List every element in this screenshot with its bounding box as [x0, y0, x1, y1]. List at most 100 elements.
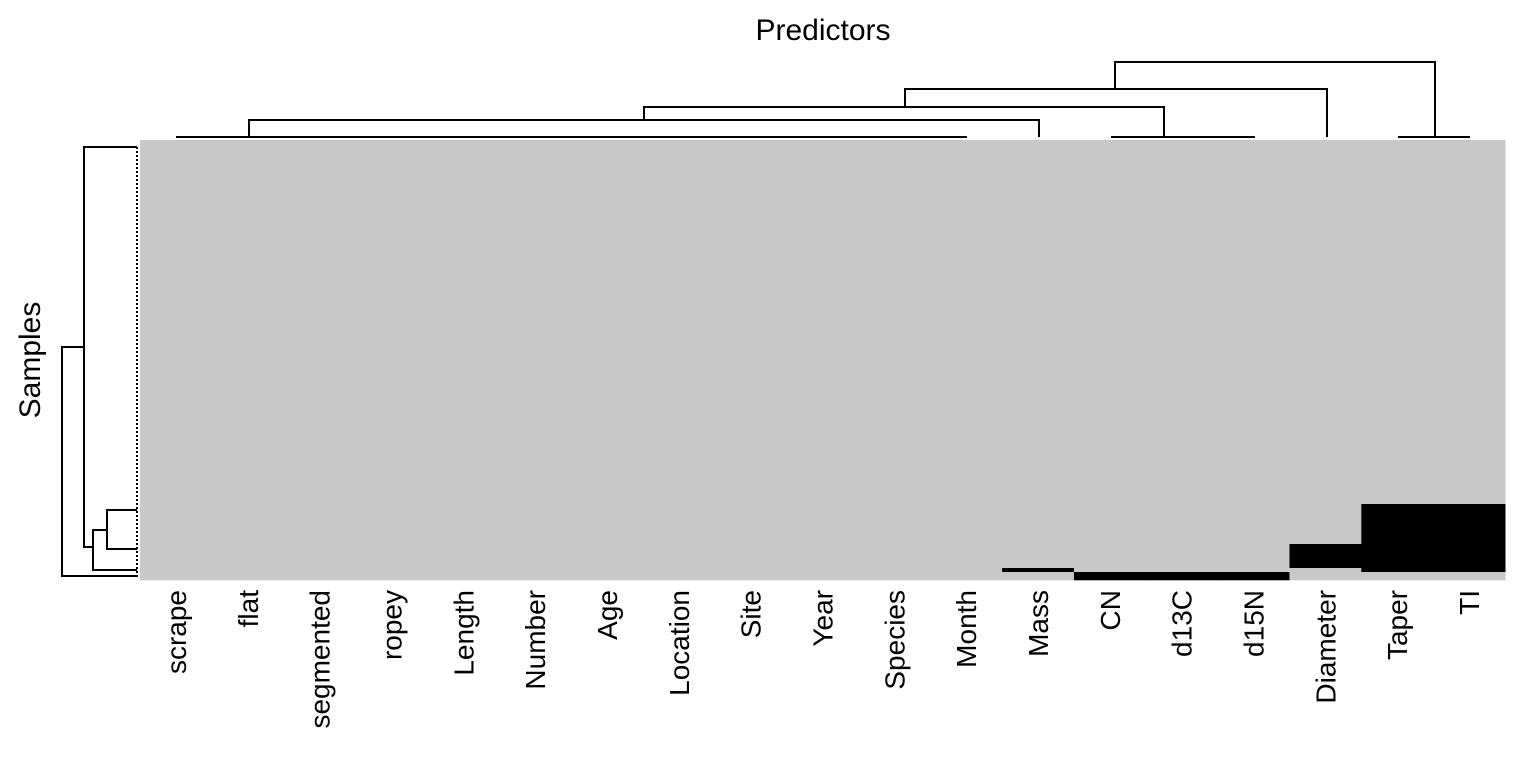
heatmap-cell — [1145, 504, 1219, 545]
heatmap-cell — [1217, 504, 1290, 545]
heatmap-cell — [1289, 140, 1362, 505]
row-dendrogram — [61, 146, 137, 577]
heatmap-cell — [1145, 568, 1219, 573]
heatmap-cell — [1002, 504, 1075, 545]
heatmap-cell — [930, 140, 1003, 505]
heatmap-cell — [211, 504, 285, 545]
heatmap-cell — [1361, 544, 1434, 569]
heatmap-cell — [1361, 504, 1434, 545]
x-tick-label: Number — [520, 590, 551, 690]
heatmap-cell — [571, 568, 644, 573]
x-tick-label: flat — [233, 590, 264, 628]
x-tick-label: TI — [1454, 590, 1485, 615]
heatmap-cell — [1145, 544, 1219, 569]
heatmap-cell — [499, 140, 572, 505]
x-tick-label: Length — [448, 590, 479, 676]
x-tick-label: ropey — [376, 590, 407, 660]
heatmap-cell — [427, 504, 500, 545]
heatmap-cell — [930, 572, 1003, 581]
x-tick-label: scrape — [161, 590, 192, 674]
heatmap-cell — [714, 140, 788, 505]
heatmap-cell — [355, 568, 428, 573]
heatmap-cell — [1002, 544, 1075, 569]
heatmap-cell — [1289, 568, 1362, 573]
heatmap-cell — [283, 572, 357, 581]
heatmap-cell — [786, 544, 859, 569]
heatmap-cell — [858, 572, 931, 581]
heatmap-cell — [1073, 544, 1147, 569]
heatmap-cell — [211, 140, 285, 505]
chart-title: Predictors — [755, 14, 890, 47]
heatmap-cell — [211, 544, 285, 569]
x-tick-label: Diameter — [1310, 590, 1341, 704]
heatmap-cell — [283, 544, 357, 569]
heatmap-cell — [1217, 568, 1290, 573]
x-tick-label: Location — [664, 590, 695, 696]
heatmap-cell — [1289, 504, 1362, 545]
heatmap-cell — [283, 568, 357, 573]
heatmap-cell — [642, 568, 716, 573]
heatmap-cell — [427, 568, 500, 573]
heatmap-cell — [211, 572, 285, 581]
heatmap-cell — [858, 504, 931, 545]
heatmap-cell — [1002, 568, 1075, 573]
x-tick-label: Month — [951, 590, 982, 668]
heatmap-cell — [1361, 568, 1434, 573]
heatmap-cell — [499, 504, 572, 545]
heatmap-cell — [355, 572, 428, 581]
heatmap-cell — [1217, 544, 1290, 569]
heatmap-cell — [1433, 568, 1506, 573]
heatmap-cell — [140, 572, 213, 581]
heatmap-cell — [211, 568, 285, 573]
heatmap-cell — [1073, 568, 1147, 573]
heatmap-cell — [499, 572, 572, 581]
heatmap-cell — [1289, 572, 1362, 581]
x-tick-label: segmented — [305, 590, 336, 729]
heatmap-cell — [571, 544, 644, 569]
heatmap-cell — [140, 140, 213, 505]
column-dendrogram — [176, 61, 1470, 138]
heatmap-cell — [1002, 140, 1075, 505]
x-tick-label: Year — [808, 590, 839, 647]
heatmap-cell — [858, 544, 931, 569]
heatmap-cell — [1361, 140, 1434, 505]
heatmap-cell — [1217, 140, 1290, 505]
heatmap-cell — [1217, 572, 1290, 581]
heatmap-cell — [714, 544, 788, 569]
heatmap-cell — [1433, 544, 1506, 569]
heatmap-cell — [571, 504, 644, 545]
heatmap-cell — [1002, 572, 1075, 581]
heatmap-cell — [1433, 140, 1506, 505]
heatmap-cell — [714, 504, 788, 545]
heatmap-cell — [499, 568, 572, 573]
heatmap-cell — [786, 140, 859, 505]
heatmap-cell — [140, 568, 213, 573]
heatmap-cell — [858, 568, 931, 573]
heatmap-cell — [427, 140, 500, 505]
heatmap-cell — [642, 544, 716, 569]
x-tick-label: Mass — [1023, 590, 1054, 657]
x-tick-label: Species — [879, 590, 910, 690]
heatmap-cell — [1433, 504, 1506, 545]
x-tick-label: d15N — [1239, 590, 1270, 657]
heatmap-cell — [1361, 572, 1434, 581]
heatmap-cell — [427, 572, 500, 581]
heatmap-cell — [1073, 504, 1147, 545]
heatmap-cell — [786, 504, 859, 545]
heatmap-cell — [499, 544, 572, 569]
heatmap-cell — [1073, 140, 1147, 505]
heatmap-cell — [140, 504, 213, 545]
heatmap-cell — [283, 504, 357, 545]
heatmap-cell — [1145, 140, 1219, 505]
heatmap-cell — [1073, 572, 1147, 581]
y-axis-label: Samples — [14, 302, 47, 419]
heatmap-cell — [571, 572, 644, 581]
heatmap-cell — [1145, 572, 1219, 581]
heatmap-cell — [140, 544, 213, 569]
heatmap-cell — [571, 140, 644, 505]
x-tick-label: Site — [736, 590, 767, 638]
heatmap-cell — [355, 504, 428, 545]
heatmap-cell — [930, 544, 1003, 569]
